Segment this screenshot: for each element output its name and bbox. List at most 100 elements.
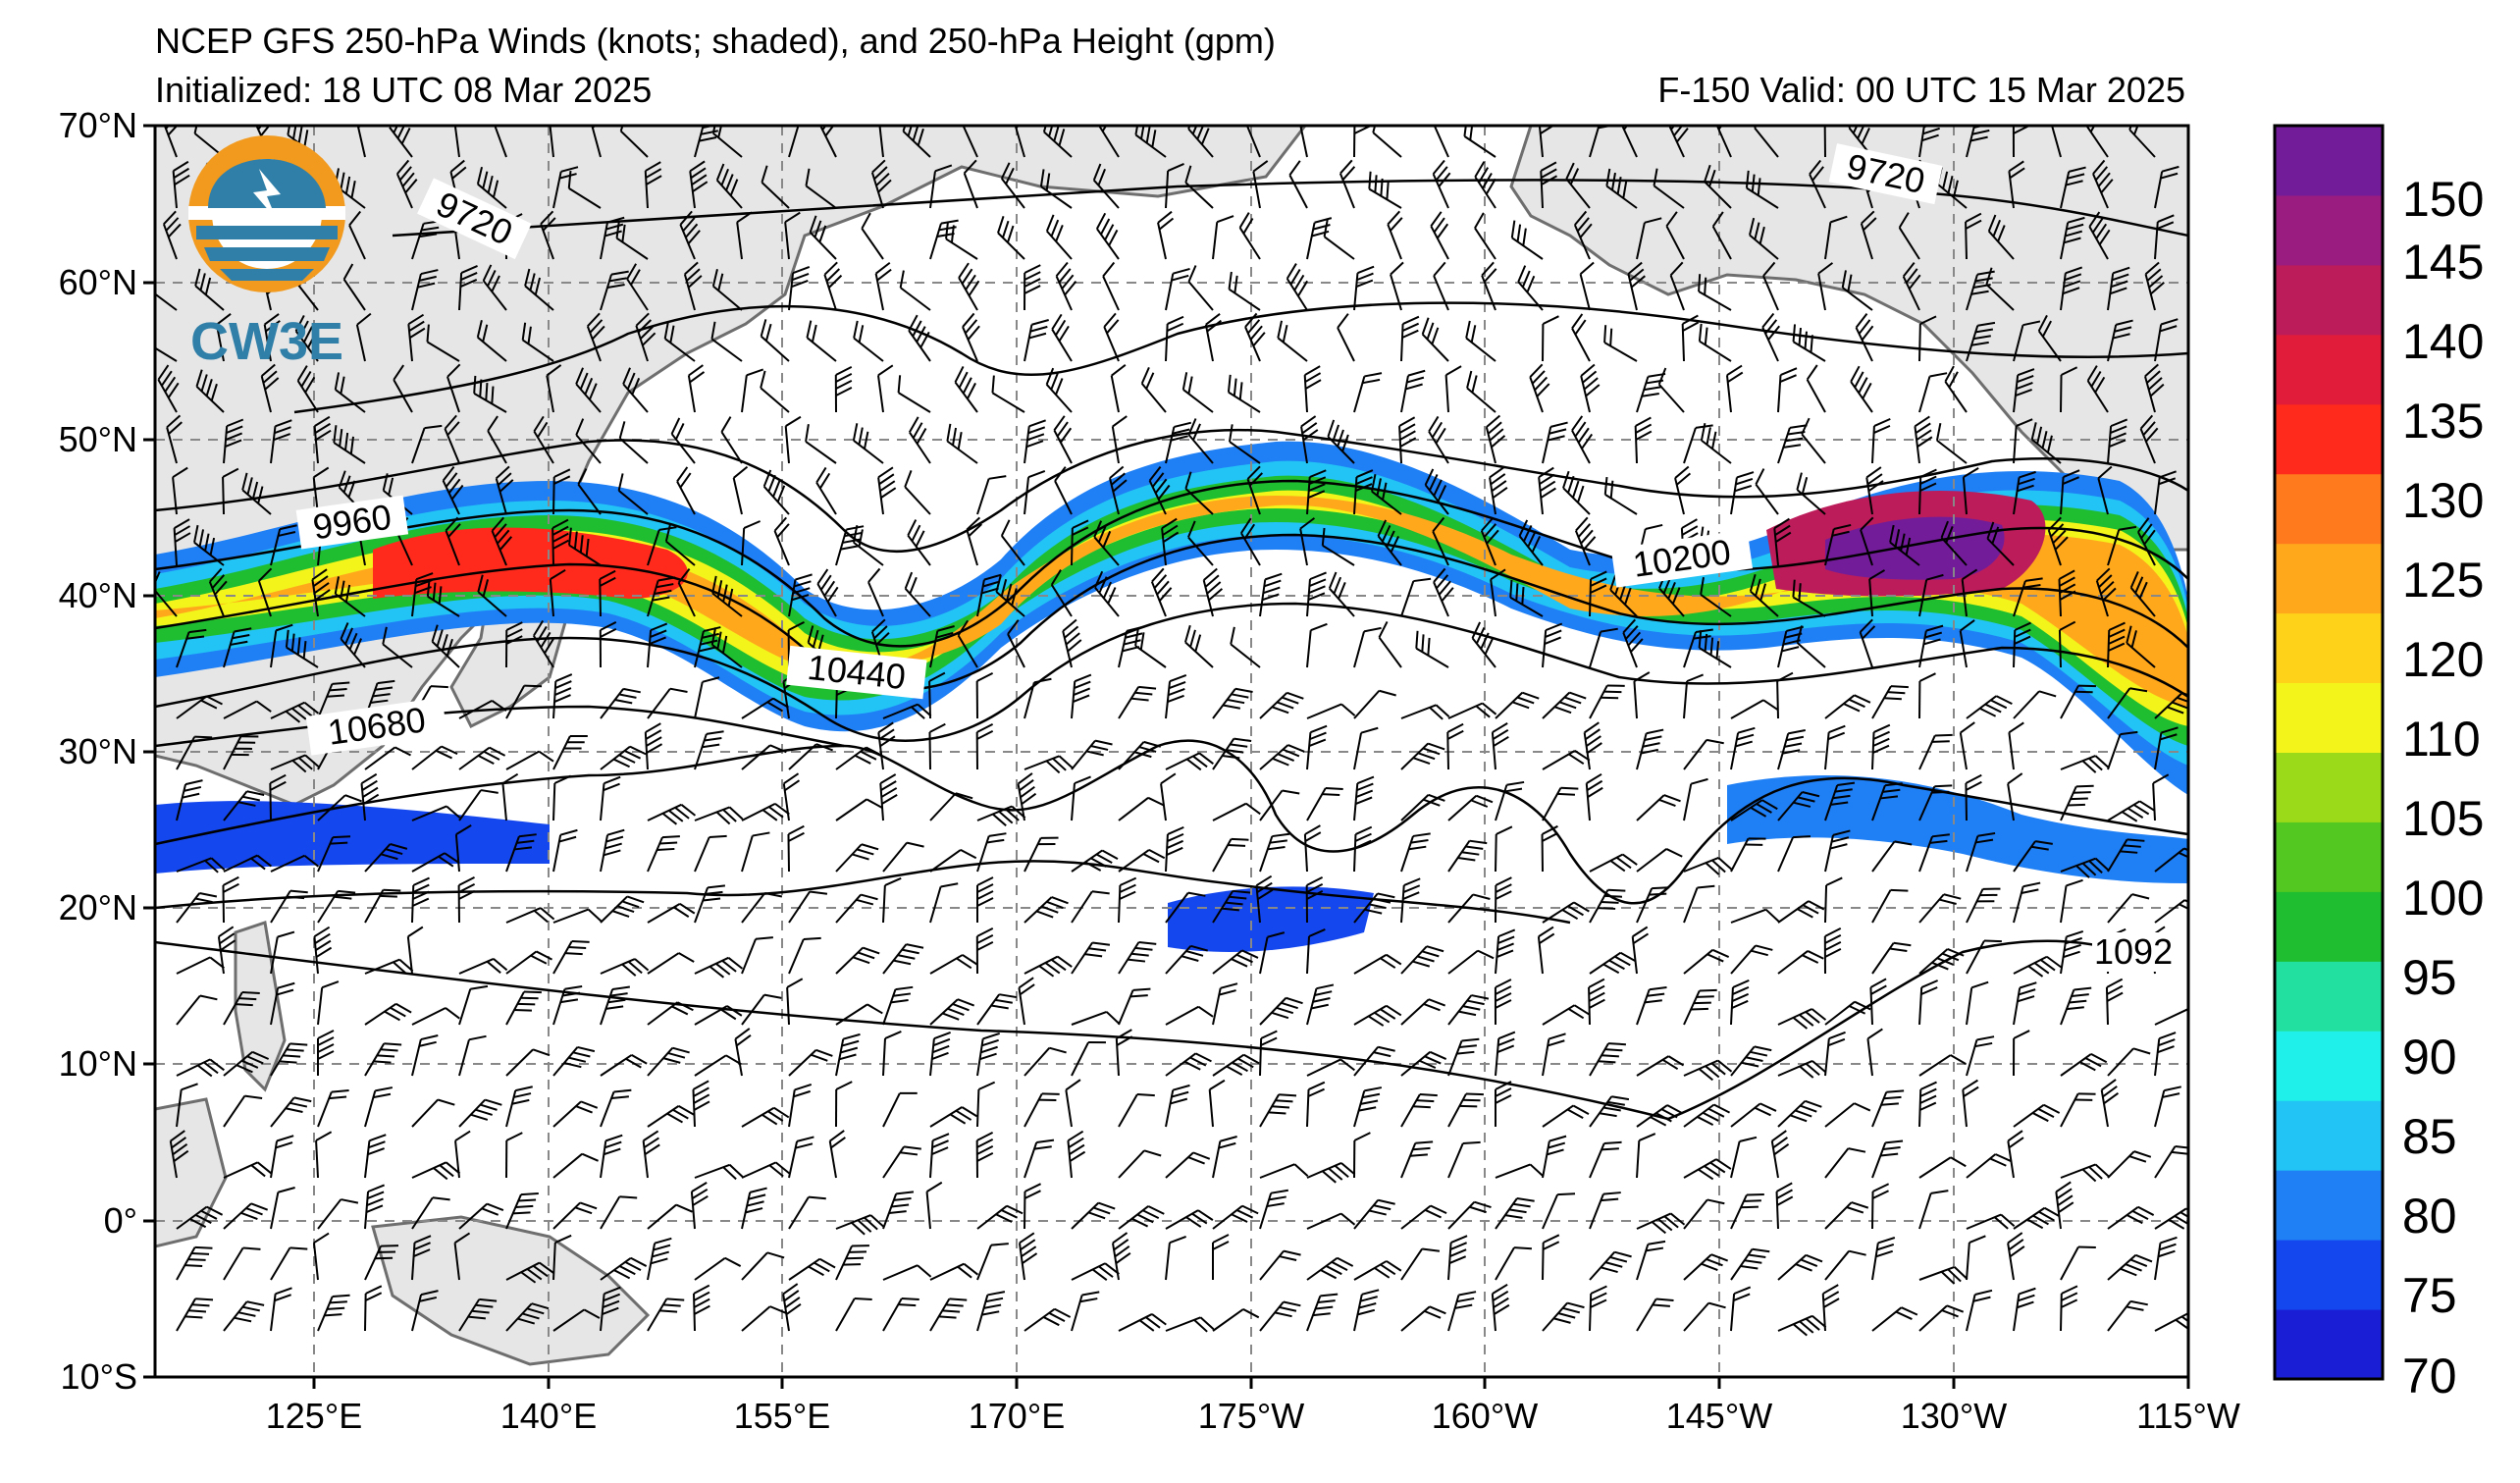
cw3e-logo-icon — [188, 135, 345, 292]
wind-barb — [626, 263, 649, 311]
wind-barb — [853, 320, 884, 362]
wind-barb — [975, 927, 994, 975]
wind-barb — [852, 525, 884, 566]
wind-barb — [835, 1245, 869, 1281]
wind-barb — [976, 1291, 1006, 1332]
land-masses — [155, 126, 2188, 1366]
wind-barb — [1212, 215, 1234, 260]
wind-barb — [1824, 1147, 1866, 1179]
wind-barb — [2013, 1206, 2061, 1230]
wind-barb — [1730, 1286, 1752, 1332]
wind-barb — [1306, 724, 1328, 770]
wind-barb — [364, 1134, 387, 1179]
colorbar-segment — [2275, 126, 2383, 196]
wind-barb — [176, 1298, 214, 1332]
wind-barb — [1669, 261, 1685, 311]
latitude-labels: 70°N 60°N 50°N 40°N 30°N 20°N 10°N 0° 10… — [59, 105, 137, 1397]
wind-barb — [600, 216, 625, 260]
wind-barb — [741, 892, 783, 924]
wind-barb — [2060, 755, 2110, 773]
wind-barb — [549, 568, 566, 617]
wind-barb — [732, 465, 749, 515]
wind-barb — [1683, 1198, 1725, 1230]
wind-barb — [1824, 1031, 1846, 1077]
wind-barb — [1918, 784, 1953, 821]
wind-barb — [647, 1203, 693, 1230]
wind-barb — [1024, 1092, 1060, 1128]
wind-barb — [172, 466, 188, 515]
wind-barb — [1918, 733, 1953, 770]
wind-barb — [647, 622, 668, 668]
wind-barb — [1238, 212, 1261, 260]
wind-barb — [929, 848, 977, 873]
wind-barb — [1653, 168, 1685, 209]
wind-barb — [1495, 1163, 1545, 1179]
wind-barb — [1824, 215, 1848, 260]
wind-barb — [835, 1214, 885, 1236]
lon-label: 130°W — [1901, 1396, 2007, 1436]
wind-barb — [1165, 1235, 1186, 1281]
wind-barb — [600, 1256, 648, 1281]
wind-barb — [976, 1204, 1024, 1230]
wind-barb — [169, 1130, 189, 1179]
wind-barb — [991, 375, 1025, 413]
wind-barb — [1773, 517, 1792, 566]
wind-barb — [975, 671, 994, 719]
wind-barb — [1959, 721, 1975, 770]
wind-barb — [1228, 424, 1261, 464]
wind-barb — [683, 261, 703, 311]
wind-barb — [870, 159, 892, 209]
wind-barb — [317, 794, 362, 821]
wind-barb — [1118, 1205, 1165, 1230]
wind-barb — [2129, 571, 2156, 617]
wind-barb — [874, 261, 892, 311]
wind-barb — [411, 805, 461, 821]
wind-barb — [1627, 261, 1646, 311]
lat-label: 10°N — [59, 1043, 137, 1084]
wind-barb — [406, 926, 424, 975]
wind-barb — [1485, 414, 1506, 464]
wind-barb — [1730, 1192, 1764, 1230]
wind-barb — [1730, 1136, 1758, 1179]
wind-barb — [664, 523, 696, 566]
wind-barb — [1024, 677, 1052, 719]
wind-barb — [762, 469, 790, 515]
wind-barb — [575, 367, 602, 413]
wind-barb — [285, 629, 319, 668]
wind-barb — [1390, 261, 1404, 311]
wind-barb — [720, 416, 743, 464]
wind-barb — [1045, 367, 1073, 413]
wind-barb — [995, 574, 1025, 617]
colorbar-segment — [2275, 961, 2383, 1032]
colorbar-label: 140 — [2402, 314, 2484, 369]
wind-barb — [1306, 703, 1356, 719]
wind-barb — [1589, 570, 1607, 617]
wind-barb — [835, 1003, 883, 1026]
wind-barb — [2107, 266, 2130, 311]
wind-barb — [679, 210, 701, 260]
wind-barb — [1986, 521, 2015, 566]
wind-barb — [1432, 159, 1451, 209]
wind-barb — [577, 468, 602, 515]
wind-barb — [882, 1264, 932, 1281]
wind-barb — [644, 161, 662, 209]
wind-barb — [1353, 469, 1374, 515]
wind-barb — [2107, 1299, 2148, 1332]
wind-barb — [741, 368, 764, 413]
wind-barb — [1589, 627, 1618, 668]
wind-barb — [1067, 1130, 1086, 1179]
wind-barb — [1161, 517, 1180, 566]
wind-barb — [1400, 1050, 1447, 1077]
wind-barb — [552, 1100, 599, 1128]
wind-barb — [454, 823, 472, 873]
wind-barb — [1589, 1192, 1621, 1230]
wind-barb — [876, 364, 894, 413]
wind-barb — [1400, 1093, 1438, 1128]
wind-barb — [647, 902, 696, 924]
wind-barb — [1762, 261, 1779, 311]
wind-barb — [1246, 465, 1264, 515]
wind-barb — [270, 1135, 294, 1179]
wind-barb — [2107, 621, 2126, 668]
wind-barb — [1603, 325, 1638, 362]
wind-barb — [389, 126, 413, 158]
